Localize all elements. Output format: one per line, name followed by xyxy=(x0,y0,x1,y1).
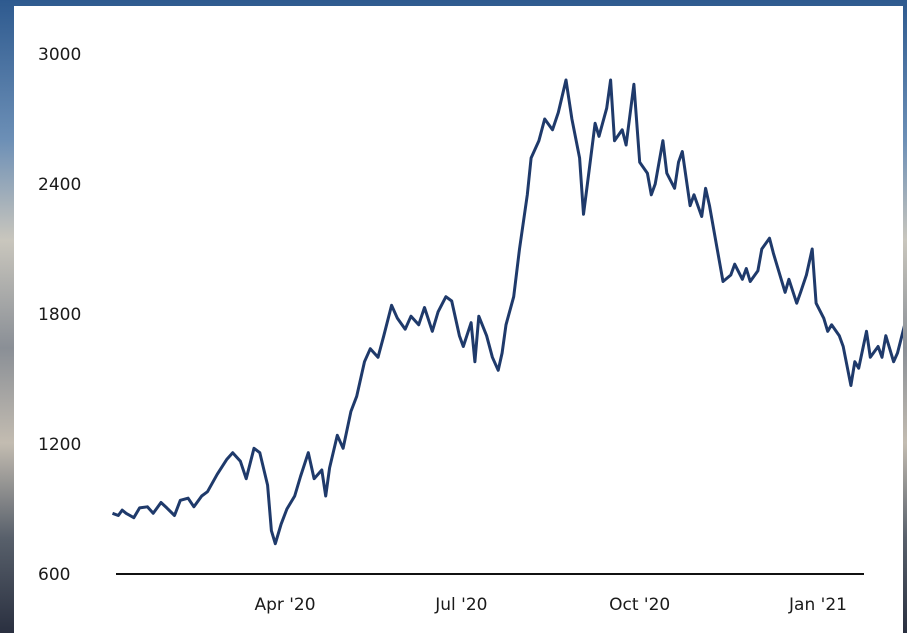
x-tick-label: Oct '20 xyxy=(609,595,670,615)
y-tick-label: 1200 xyxy=(38,435,81,455)
x-tick-label: Jan '21 xyxy=(788,595,847,615)
y-tick-label: 2400 xyxy=(38,175,81,195)
y-tick-label: 600 xyxy=(38,565,70,585)
x-axis-ticks: Apr '20 Jul '20 Oct '20 Jan '21 xyxy=(254,595,847,615)
series-line xyxy=(111,78,903,546)
x-tick-label: Apr '20 xyxy=(254,595,315,615)
x-tick-label: Jul '20 xyxy=(434,595,487,615)
line-chart: 3000 2400 1800 1200 600 Apr '20 Jul '20 Oct '2… xyxy=(38,45,903,615)
y-tick-label: 3000 xyxy=(38,45,81,65)
chart-card: 3000 2400 1800 1200 600 Apr '20 Jul '20 Oct '2… xyxy=(14,6,903,633)
y-axis-ticks: 3000 2400 1800 1200 600 xyxy=(38,45,81,585)
y-tick-label: 1800 xyxy=(38,305,81,325)
